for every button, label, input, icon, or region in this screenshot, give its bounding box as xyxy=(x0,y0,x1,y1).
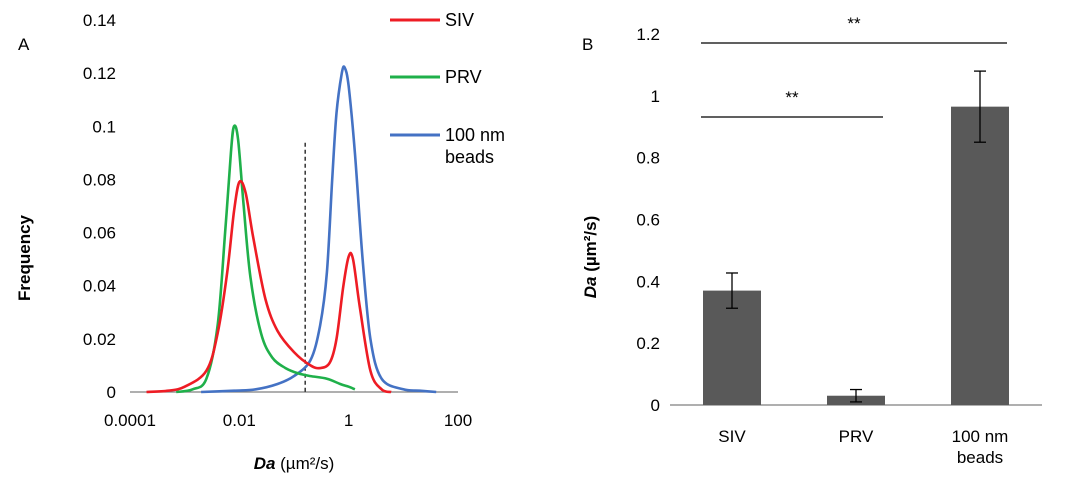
x-axis-title-symbol: Da xyxy=(254,454,276,473)
panel-a-y-tick-label: 0.04 xyxy=(83,277,116,296)
bar-siv xyxy=(703,290,761,405)
category-label-siv: SIV xyxy=(718,427,746,446)
panel-a: A 0 0.02 0.04 0.06 0.08 0.1 0.12 0.14 0.0001 0.0… xyxy=(15,10,505,473)
panel-b-y-tick-label: 0.4 xyxy=(636,272,660,291)
panel-a-y-tick-label: 0.14 xyxy=(83,11,116,30)
panel-a-letter: A xyxy=(18,35,30,54)
series-line-prv xyxy=(176,124,356,394)
series-line-100-nm-beads xyxy=(201,65,437,394)
panel-b-y-axis-title: Da (µm²/s) xyxy=(581,216,600,299)
y-axis-title-unit: (µm²/s) xyxy=(581,216,600,277)
panel-a-y-tick-label: 0.06 xyxy=(83,224,116,243)
category-label-prv: PRV xyxy=(839,427,874,446)
series-line-siv xyxy=(146,179,392,394)
x-axis-title-unit: (µm²/s) xyxy=(275,454,334,473)
panel-a-y-tick-label: 0.08 xyxy=(83,170,116,189)
panel-a-y-tick-label: 0.12 xyxy=(83,64,116,83)
significance-marker: ** xyxy=(847,14,861,33)
y-axis-title-symbol: Da xyxy=(581,277,600,299)
legend-label-prv: PRV xyxy=(445,67,482,87)
legend-label-siv: SIV xyxy=(445,10,474,30)
panel-a-x-axis-title: Da (µm²/s) xyxy=(254,454,335,473)
panel-a-y-tick-label: 0.02 xyxy=(83,330,116,349)
panel-b-y-tick-label: 0.2 xyxy=(636,334,660,353)
significance-marker: ** xyxy=(785,88,799,107)
panel-b-y-tick-label: 0.8 xyxy=(636,149,660,168)
panel-a-x-tick-label: 100 xyxy=(444,411,472,430)
panel-a-x-tick-label: 1 xyxy=(344,411,353,430)
panel-a-x-tick-label: 0.0001 xyxy=(104,411,156,430)
panel-b-y-tick-label: 1 xyxy=(651,87,660,106)
panel-b-y-tick-label: 0.6 xyxy=(636,211,660,230)
panel-a-y-tick-label: 0.1 xyxy=(92,117,116,136)
panel-b: B 0 0.2 0.4 0.6 0.8 1 1.2 SIV PRV 100 nm beads **… xyxy=(581,14,1042,467)
legend-label-100-nm-beads: 100 nm beads xyxy=(445,125,505,167)
panel-b-y-tick-label: 1.2 xyxy=(636,25,660,44)
panel-b-letter: B xyxy=(582,35,593,54)
bar-100-nm-beads xyxy=(951,106,1009,405)
category-label-100-nm-beads: 100 nm beads xyxy=(952,427,1009,467)
panel-a-y-tick-label: 0 xyxy=(107,383,116,402)
panel-b-y-tick-label: 0 xyxy=(651,396,660,415)
panel-a-x-tick-label: 0.01 xyxy=(223,411,256,430)
panel-a-y-axis-title: Frequency xyxy=(15,214,34,301)
